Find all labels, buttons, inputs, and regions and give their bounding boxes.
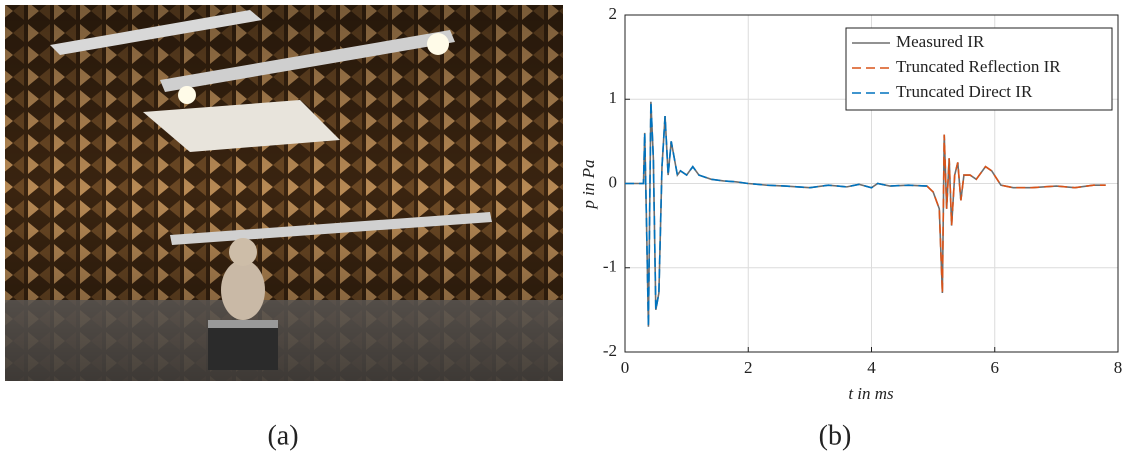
y-tick-label: -1	[603, 257, 617, 276]
x-axis-label: t in ms	[848, 384, 894, 403]
series-line	[625, 101, 927, 327]
y-tick-label: -2	[603, 341, 617, 360]
caption: (a)	[267, 420, 298, 451]
x-tick-label: 4	[867, 358, 876, 377]
y-tick-label: 1	[609, 88, 618, 107]
x-tick-label: 2	[744, 358, 753, 377]
series-line	[926, 134, 1106, 294]
y-tick-label: 2	[609, 4, 618, 23]
photo	[5, 5, 563, 381]
legend-label: Truncated Reflection IR	[896, 57, 1061, 76]
x-tick-label: 8	[1114, 358, 1123, 377]
legend-label: Measured IR	[896, 32, 985, 51]
legend-label: Truncated Direct IR	[896, 82, 1033, 101]
x-tick-label: 0	[621, 358, 630, 377]
x-tick-label: 6	[991, 358, 1000, 377]
legend-box	[845, 27, 1113, 111]
y-axis-label: p in Pa	[579, 159, 598, 209]
y-tick-label: 0	[609, 172, 618, 191]
caption: (b)	[819, 420, 852, 451]
